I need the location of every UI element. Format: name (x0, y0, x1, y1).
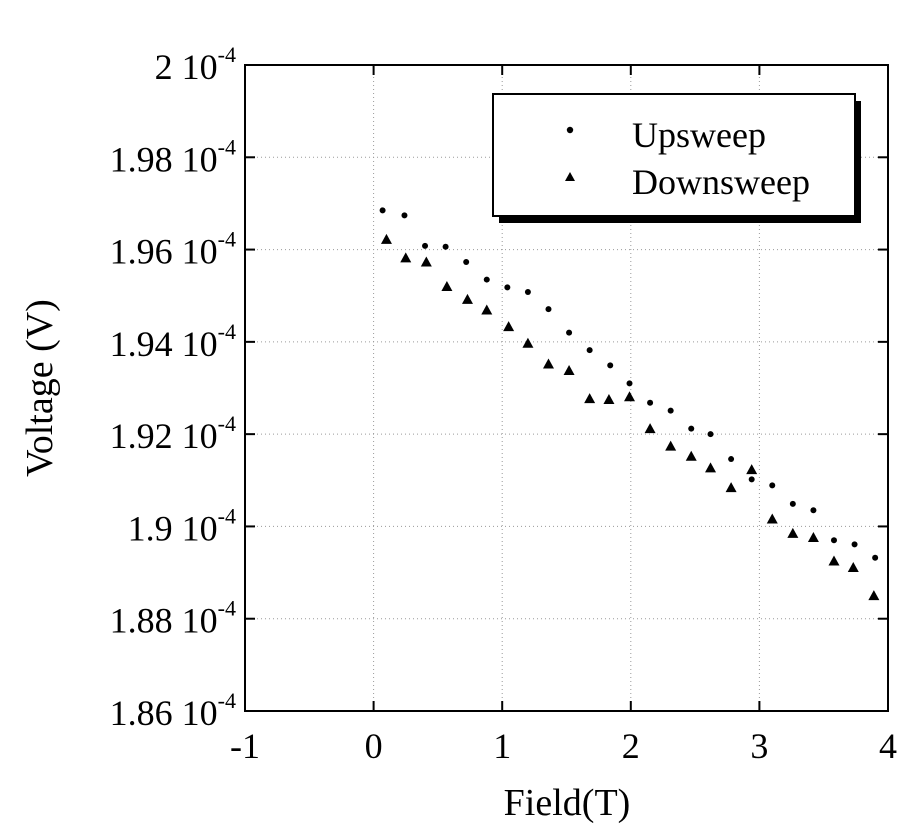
upsweep-point (545, 306, 552, 313)
y-tick-mantissa: 1.86 10 (110, 693, 218, 733)
downsweep-point (685, 450, 697, 461)
upsweep-point (379, 207, 386, 214)
downsweep-point (847, 561, 859, 572)
upsweep-point (810, 507, 817, 514)
downsweep-point (380, 233, 392, 244)
upsweep-point (789, 500, 796, 507)
data-points (379, 207, 880, 601)
upsweep-point (688, 425, 695, 432)
y-axis-title: Voltage (V) (19, 299, 61, 477)
downsweep-point (807, 532, 819, 543)
y-tick-mantissa: 1.94 10 (110, 324, 218, 364)
y-tick-label: 1.92 10-4 (110, 411, 236, 456)
upsweep-point (401, 212, 408, 219)
upsweep-point (442, 243, 449, 250)
downsweep-point (584, 393, 596, 404)
y-tick-exponent: -4 (218, 596, 236, 621)
y-tick-labels: 1.86 10-41.88 10-41.9 10-41.92 10-41.94 … (110, 42, 236, 733)
downsweep-point (787, 527, 799, 538)
legend-label-downsweep: Downsweep (632, 162, 810, 202)
y-tick-exponent: -4 (218, 503, 236, 528)
upsweep-point (626, 380, 633, 387)
y-tick-label: 2 10-4 (155, 42, 236, 87)
y-tick-exponent: -4 (218, 411, 236, 436)
downsweep-point (868, 590, 880, 601)
upsweep-point (463, 259, 470, 266)
x-axis-title: Field(T) (504, 782, 631, 824)
legend-box (492, 93, 856, 217)
downsweep-point (665, 440, 677, 451)
y-tick-exponent: -4 (218, 227, 236, 252)
x-tick-label: 0 (365, 726, 383, 766)
axis-ticks (244, 64, 889, 712)
upsweep-point (851, 541, 858, 548)
y-tick-mantissa: 1.9 10 (128, 508, 218, 548)
downsweep-point (503, 321, 515, 332)
legend: Upsweep Downsweep (492, 93, 861, 223)
downsweep-point (481, 304, 493, 315)
downsweep-point (705, 462, 717, 473)
y-tick-mantissa: 1.88 10 (110, 601, 218, 641)
y-tick-exponent: -4 (218, 688, 236, 713)
downsweep-point (725, 482, 737, 493)
upsweep-point (647, 399, 654, 406)
downsweep-point (766, 513, 778, 524)
y-tick-label: 1.88 10-4 (110, 596, 236, 641)
y-tick-label: 1.9 10-4 (128, 503, 236, 548)
x-tick-label: 2 (622, 726, 640, 766)
downsweep-point (441, 280, 453, 291)
x-tick-label: 4 (879, 726, 897, 766)
y-tick-label: 1.94 10-4 (110, 319, 236, 364)
y-tick-mantissa: 1.92 10 (110, 416, 218, 456)
upsweep-point (707, 431, 714, 438)
upsweep-point (483, 276, 490, 283)
downsweep-point (563, 364, 575, 375)
y-tick-label: 1.98 10-4 (110, 134, 236, 179)
upsweep-point (586, 347, 593, 354)
y-tick-exponent: -4 (218, 134, 236, 159)
upsweep-point (748, 476, 755, 483)
y-tick-exponent: -4 (218, 42, 236, 67)
upsweep-point (872, 554, 879, 561)
x-tick-label: 3 (750, 726, 768, 766)
upsweep-point (422, 242, 429, 249)
downsweep-point (828, 555, 840, 566)
downsweep-point (624, 391, 636, 402)
y-tick-label: 1.86 10-4 (110, 688, 236, 733)
x-tick-label: -1 (230, 726, 260, 766)
y-tick-label: 1.96 10-4 (110, 227, 236, 272)
y-tick-exponent: -4 (218, 319, 236, 344)
x-tick-label: 1 (493, 726, 511, 766)
downsweep-point (542, 358, 554, 369)
downsweep-point (420, 256, 432, 267)
downsweep-point (644, 423, 656, 434)
downsweep-point (461, 293, 473, 304)
upsweep-point (607, 362, 614, 369)
legend-label-upsweep: Upsweep (632, 115, 766, 155)
upsweep-point (830, 537, 837, 544)
upsweep-point (769, 482, 776, 489)
plot-frame (244, 64, 889, 712)
upsweep-point (728, 456, 735, 463)
downsweep-point (603, 394, 615, 405)
upsweep-point (566, 329, 573, 336)
legend-marker-upsweep (566, 126, 574, 134)
upsweep-point (667, 407, 674, 414)
y-tick-mantissa: 1.96 10 (110, 232, 218, 272)
downsweep-point (746, 464, 758, 475)
upsweep-point (524, 289, 531, 296)
y-tick-mantissa: 1.98 10 (110, 139, 218, 179)
downsweep-point (522, 337, 534, 348)
y-tick-mantissa: 2 10 (155, 47, 218, 87)
x-tick-labels: -1 0 1 2 3 4 (230, 726, 897, 766)
legend-marker-downsweep (565, 172, 575, 181)
downsweep-point (400, 252, 412, 263)
upsweep-point (504, 284, 511, 291)
